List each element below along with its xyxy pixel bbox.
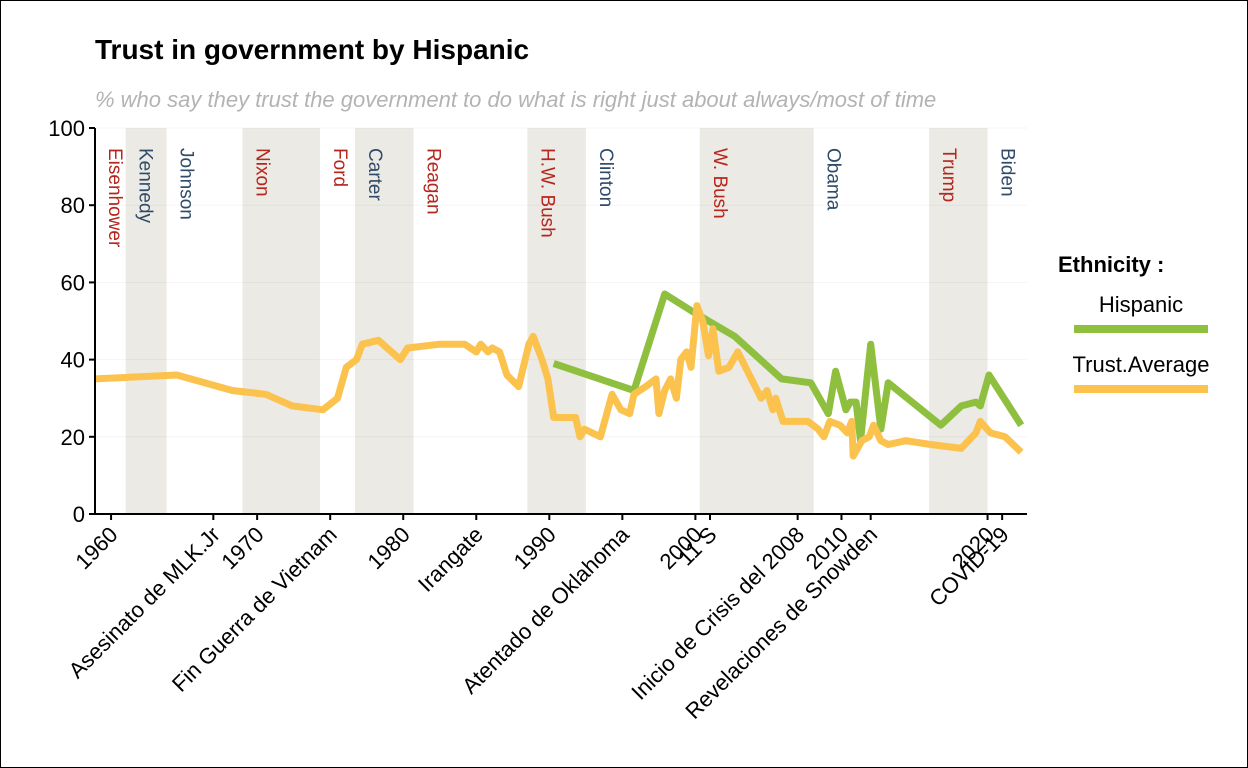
president-label: Reagan xyxy=(422,148,443,215)
president-label: Biden xyxy=(997,148,1018,197)
series-line xyxy=(552,290,1025,445)
president-label: Clinton xyxy=(595,148,616,207)
term-shade xyxy=(125,128,167,514)
term-shade xyxy=(355,128,414,514)
y-tick-label: 80 xyxy=(61,193,85,218)
president-label: Carter xyxy=(364,148,385,201)
term-shade xyxy=(242,128,320,514)
legend-label: Hispanic xyxy=(1099,292,1183,317)
president-label: H.W. Bush xyxy=(536,148,557,238)
y-tick-label: 100 xyxy=(48,116,85,141)
president-label: Johnson xyxy=(176,148,197,220)
chart-title: Trust in government by Hispanic xyxy=(95,34,529,65)
president-label: Kennedy xyxy=(135,148,156,224)
president-label: Eisenhower xyxy=(104,148,125,248)
president-label: W. Bush xyxy=(709,148,730,219)
chart-subtitle: % who say they trust the government to d… xyxy=(95,87,936,112)
president-label: Ford xyxy=(329,148,350,187)
y-tick-label: 40 xyxy=(61,348,85,373)
term-shade xyxy=(527,128,586,514)
y-tick-label: 20 xyxy=(61,425,85,450)
term-shade xyxy=(699,128,814,514)
series-line xyxy=(94,302,1024,460)
y-tick-label: 0 xyxy=(73,502,85,527)
y-tick-label: 60 xyxy=(61,270,85,295)
legend: Ethnicity : Hispanic Trust.Average xyxy=(1058,252,1210,393)
legend-title: Ethnicity : xyxy=(1058,252,1164,277)
president-label: Trump xyxy=(938,148,959,202)
president-label: Nixon xyxy=(252,148,273,197)
president-label: Obama xyxy=(823,148,844,211)
legend-label: Trust.Average xyxy=(1073,352,1210,377)
